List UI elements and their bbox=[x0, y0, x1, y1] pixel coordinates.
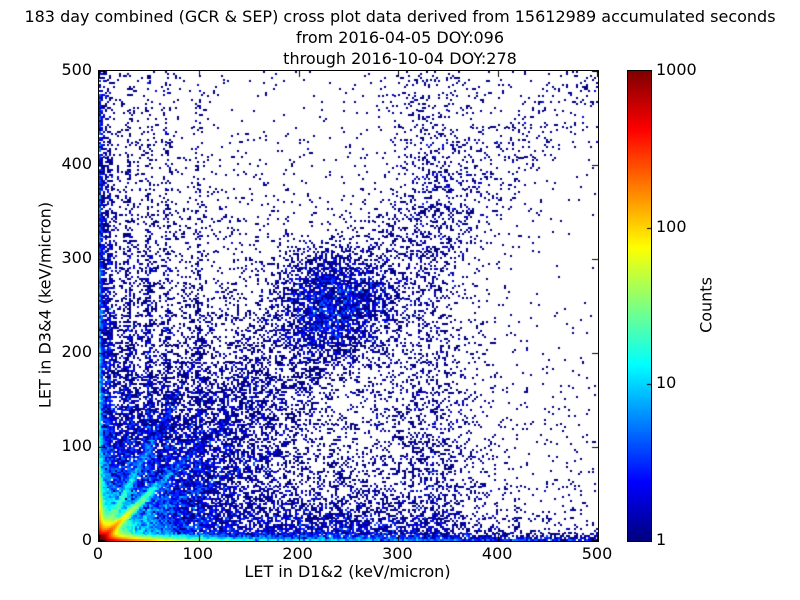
title-line-2: from 2016-04-05 DOY:096 bbox=[295, 28, 504, 47]
x-tick-label-300: 300 bbox=[382, 544, 413, 563]
colorbar-tick-label-1000: 1000 bbox=[656, 60, 697, 79]
title-line-1: 183 day combined (GCR & SEP) cross plot … bbox=[24, 7, 776, 26]
colorbar-tick-label-100: 100 bbox=[656, 216, 687, 236]
colorbar-tick-label-1: 1 bbox=[656, 530, 667, 549]
y-axis-label: LET in D3&4 (keV/micron) bbox=[35, 201, 55, 409]
plot-area bbox=[98, 70, 599, 542]
x-tick-label-500: 500 bbox=[581, 544, 613, 563]
x-tick-label-100: 100 bbox=[182, 544, 214, 563]
chart-title: 183 day combined (GCR & SEP) cross plot … bbox=[0, 6, 800, 69]
y-tick-label-0: 0 bbox=[81, 530, 92, 549]
y-tick-label-200: 200 bbox=[61, 342, 92, 361]
y-tick-label-300: 300 bbox=[61, 248, 92, 267]
x-tick-label-200: 200 bbox=[282, 544, 313, 563]
y-tick-label-500: 500 bbox=[61, 60, 92, 79]
colorbar bbox=[627, 70, 652, 542]
scatter-heatmap-canvas bbox=[99, 71, 598, 541]
x-tick-label-0: 0 bbox=[92, 544, 104, 563]
title-line-3: through 2016-10-04 DOY:278 bbox=[283, 49, 517, 68]
colorbar-gradient-canvas bbox=[628, 71, 651, 541]
y-tick-label-100: 100 bbox=[61, 436, 92, 455]
colorbar-label: Counts bbox=[696, 277, 716, 333]
colorbar-tick-label-10: 10 bbox=[656, 373, 677, 393]
x-tick-label-400: 400 bbox=[481, 544, 513, 563]
y-tick-label-400: 400 bbox=[61, 154, 92, 173]
x-axis-label: LET in D1&2 (keV/micron) bbox=[244, 562, 451, 581]
